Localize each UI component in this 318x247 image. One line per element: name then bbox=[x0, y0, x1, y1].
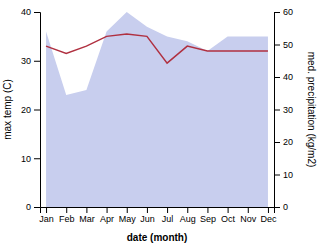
tick-mark bbox=[274, 207, 280, 208]
tick: 20 bbox=[21, 105, 40, 115]
tick: Feb bbox=[59, 207, 75, 224]
tick-mark bbox=[34, 158, 40, 159]
tick-mark bbox=[66, 207, 67, 213]
tick-label: 60 bbox=[283, 7, 293, 17]
tick-mark bbox=[248, 207, 249, 213]
tick-label: Mar bbox=[79, 214, 95, 224]
tick: Mar bbox=[79, 207, 95, 224]
tick: 10 bbox=[21, 154, 40, 164]
tick: Jun bbox=[140, 207, 155, 224]
tick: 40 bbox=[274, 72, 293, 82]
tick-label: 10 bbox=[21, 154, 31, 164]
tick-mark bbox=[268, 207, 269, 213]
tick-label: 30 bbox=[283, 105, 293, 115]
tick-label: 40 bbox=[21, 7, 31, 17]
tick: Nov bbox=[240, 207, 257, 224]
tick: 30 bbox=[21, 56, 40, 66]
tick: 0 bbox=[274, 202, 288, 212]
tick-mark bbox=[34, 61, 40, 62]
axis-line bbox=[275, 13, 281, 208]
marks bbox=[46, 12, 268, 207]
tick-mark bbox=[274, 110, 280, 111]
tick: 40 bbox=[21, 7, 40, 17]
tick-mark bbox=[34, 110, 40, 111]
tick-mark bbox=[107, 207, 108, 213]
tick-mark bbox=[274, 45, 280, 46]
tick-label: Dec bbox=[260, 214, 277, 224]
tick: May bbox=[119, 207, 137, 224]
tick-label: 0 bbox=[26, 202, 31, 212]
tick-mark bbox=[127, 207, 128, 213]
area bbox=[46, 12, 268, 207]
tick: 10 bbox=[274, 170, 293, 180]
tick: Apr bbox=[100, 207, 114, 224]
tick-label: Oct bbox=[221, 214, 236, 224]
y2-axis: 0 10 20 30 40 50 60 bbox=[274, 7, 293, 212]
tick-mark bbox=[207, 207, 208, 213]
tick-mark bbox=[34, 12, 40, 13]
tick: 50 bbox=[274, 40, 293, 50]
tick-label: May bbox=[119, 214, 137, 224]
plot: Jan Feb Mar Apr MayJun Jul Aug Sep Oct NovDec 0 10 2… bbox=[21, 7, 293, 224]
tick-label: 30 bbox=[21, 56, 31, 66]
tick-mark bbox=[167, 207, 168, 213]
tick-label: Sep bbox=[200, 214, 216, 224]
x-axis-title: date (month) bbox=[127, 232, 188, 243]
tick: Jul bbox=[162, 207, 174, 224]
axis-line bbox=[34, 13, 41, 208]
tick-label: Feb bbox=[59, 214, 75, 224]
tick: 0 bbox=[26, 202, 40, 212]
tick-label: Nov bbox=[240, 214, 257, 224]
tick-mark bbox=[187, 207, 188, 213]
tick-mark bbox=[274, 12, 280, 13]
tick-label: 20 bbox=[21, 105, 31, 115]
tick-label: 20 bbox=[283, 137, 293, 147]
tick: Oct bbox=[221, 207, 236, 224]
tick-label: Aug bbox=[180, 214, 196, 224]
tick-label: Apr bbox=[100, 214, 114, 224]
tick-label: Jul bbox=[162, 214, 174, 224]
tick-mark bbox=[274, 142, 280, 143]
y2-axis-title: med. precipitation (kg/m2) bbox=[306, 52, 317, 168]
tick-mark bbox=[86, 207, 87, 213]
chart: Jan Feb Mar Apr MayJun Jul Aug Sep Oct NovDec 0 10 2… bbox=[0, 0, 318, 247]
tick-label: Jun bbox=[140, 214, 155, 224]
tick-mark bbox=[274, 77, 280, 78]
tick-label: 0 bbox=[283, 202, 288, 212]
tick: 30 bbox=[274, 105, 293, 115]
tick-label: 50 bbox=[283, 40, 293, 50]
tick: Sep bbox=[200, 207, 216, 224]
y-axis-title: max temp (C) bbox=[2, 79, 13, 140]
y-axis: 0 10 20 30 40 bbox=[21, 7, 41, 212]
tick-mark bbox=[34, 207, 40, 208]
tick-label: 10 bbox=[283, 170, 293, 180]
tick: 60 bbox=[274, 7, 293, 17]
tick-mark bbox=[228, 207, 229, 213]
axis-line bbox=[41, 208, 275, 214]
tick: 20 bbox=[274, 137, 293, 147]
tick-label: 40 bbox=[283, 72, 293, 82]
tick-mark bbox=[274, 175, 280, 176]
tick-mark bbox=[46, 207, 47, 213]
tick-label: Jan bbox=[39, 214, 54, 224]
x-axis: Jan Feb Mar Apr MayJun Jul Aug Sep Oct NovDec bbox=[39, 207, 277, 224]
tick: Jan bbox=[39, 207, 54, 224]
line bbox=[46, 34, 268, 63]
tick-mark bbox=[147, 207, 148, 213]
tick: Dec bbox=[260, 207, 277, 224]
tick: Aug bbox=[180, 207, 196, 224]
